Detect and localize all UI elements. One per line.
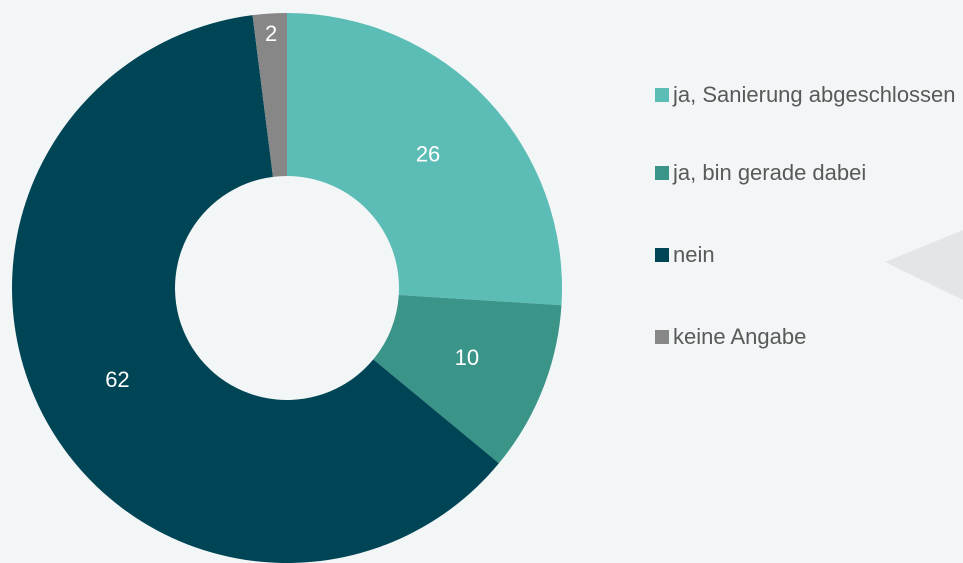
data-label: 10 bbox=[455, 345, 479, 370]
legend-label: nein bbox=[673, 242, 715, 267]
legend-item: ja, Sanierung abgeschlossen bbox=[655, 80, 963, 110]
donut-slice bbox=[373, 295, 562, 464]
donut-slice bbox=[11, 15, 499, 563]
legend-item: nein bbox=[655, 240, 963, 270]
legend-swatch bbox=[655, 88, 669, 102]
donut-slice bbox=[252, 13, 287, 177]
legend-item: ja, bin gerade dabei bbox=[655, 158, 963, 188]
donut-slice bbox=[287, 13, 562, 306]
legend-swatch bbox=[655, 166, 669, 180]
legend-swatch bbox=[655, 248, 669, 262]
data-label: 62 bbox=[105, 367, 129, 392]
legend-item: keine Angabe bbox=[655, 322, 963, 352]
legend-swatch bbox=[655, 330, 669, 344]
legend-label: ja, bin gerade dabei bbox=[673, 160, 867, 185]
legend-label: ja, Sanierung abgeschlossen bbox=[673, 82, 956, 107]
legend-label: keine Angabe bbox=[673, 324, 807, 349]
data-label: 2 bbox=[265, 21, 277, 46]
pointer-arrow bbox=[885, 230, 963, 300]
data-label: 26 bbox=[416, 141, 440, 166]
